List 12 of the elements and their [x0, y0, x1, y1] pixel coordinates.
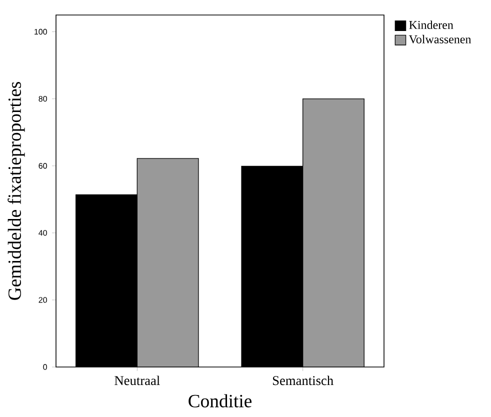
y-tick-label: 100 [34, 28, 47, 35]
y-tick-label: 60 [38, 163, 47, 169]
y-tick-label: 0 [43, 364, 47, 370]
legend-label: Kinderen [409, 20, 454, 30]
y-tick-label: 20 [38, 297, 47, 303]
legend-label: Volwassenen [408, 34, 472, 44]
y-tick-label: 40 [38, 230, 47, 236]
x-axis-title: Conditie [188, 394, 252, 408]
y-axis-title: Gemiddelde fixatieproporties [8, 82, 25, 300]
x-tick-label: Semantisch [272, 376, 334, 386]
y-tick-label: 80 [38, 96, 47, 102]
x-tick-label: Neutraal [114, 376, 160, 386]
